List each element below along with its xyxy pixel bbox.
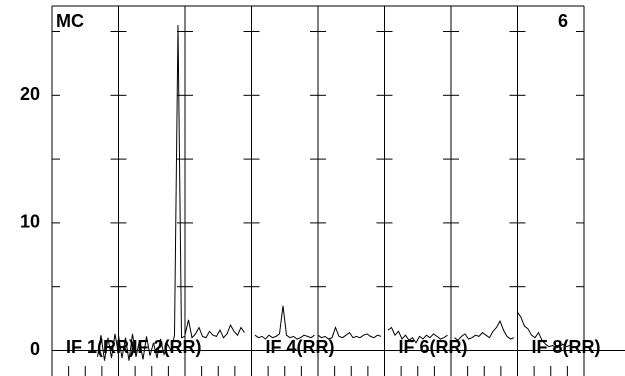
spectrum-line [454, 319, 515, 341]
spectrum-line [97, 333, 119, 361]
spectrum-line [517, 311, 571, 349]
spectrum-line [387, 326, 448, 344]
spectrum-line [184, 319, 245, 339]
spectrum-line [118, 25, 186, 361]
panel-label: IF 6(RR) [399, 337, 468, 357]
corner-label: 6 [558, 11, 568, 31]
panel-label: IF 2(RR) [133, 337, 202, 357]
y-tick-label: 20 [20, 84, 40, 104]
spectrum-line [317, 326, 382, 340]
panel-label: IF 4(RR) [266, 337, 335, 357]
y-tick-label: 10 [20, 212, 40, 232]
panel-label: IF 8(RR) [532, 337, 601, 357]
corner-label: MC [56, 11, 84, 31]
panel-label: IF 1(RR) [66, 337, 135, 357]
spectrum-line [254, 305, 315, 340]
y-tick-label: 0 [30, 339, 40, 359]
